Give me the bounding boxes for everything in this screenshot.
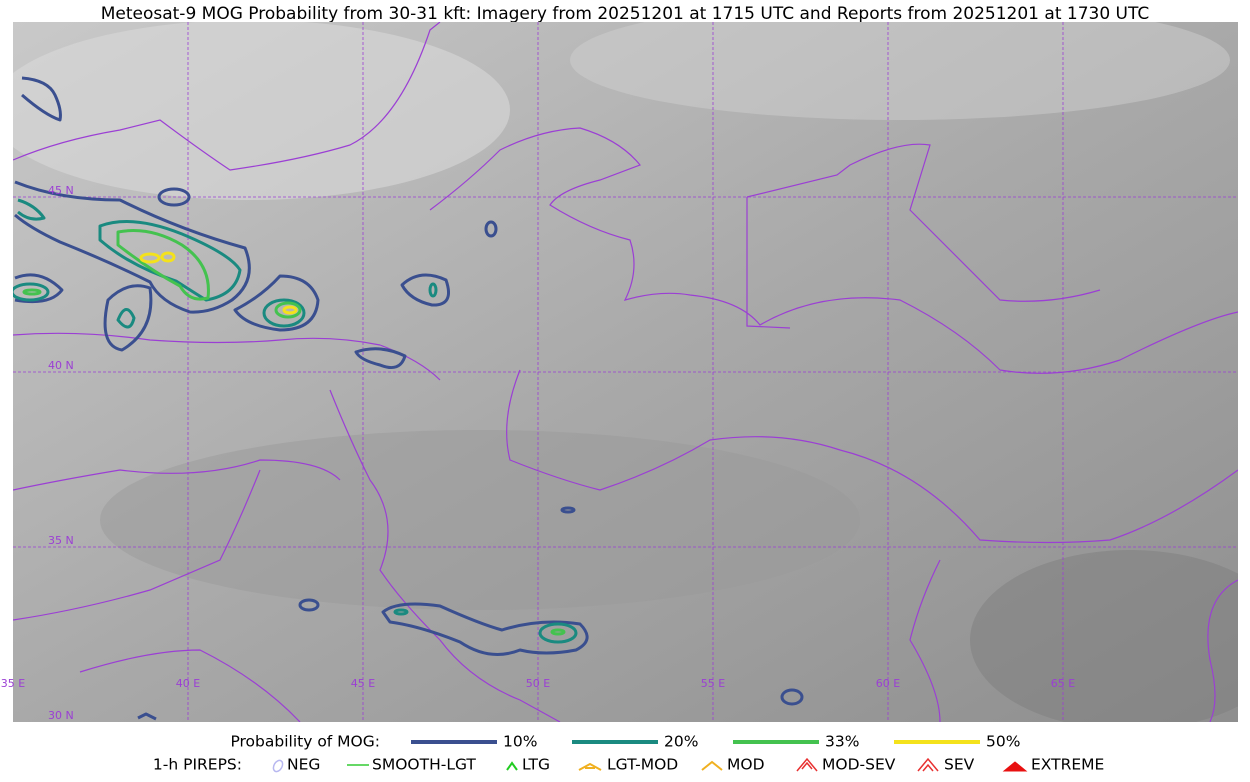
title: Meteosat-9 MOG Probability from 30-31 kf… <box>101 4 1150 24</box>
pirep-symbol <box>701 760 723 771</box>
graticule-labels: 45 N 40 N 35 N 30 N 35 E 40 E 45 E 50 E 55 E 60 E… <box>1 184 1075 722</box>
contour <box>14 180 251 314</box>
legend-label: MOD-SEV <box>822 756 896 774</box>
lon-label: 35 E <box>1 677 25 690</box>
contour <box>354 347 407 369</box>
lat-label: 40 N <box>48 359 74 372</box>
contour <box>116 308 136 329</box>
pirep-symbol <box>796 757 818 772</box>
cloud <box>970 550 1238 722</box>
contour <box>22 288 42 296</box>
contour <box>282 305 298 315</box>
lon-label: 55 E <box>701 677 725 690</box>
contour <box>21 76 62 122</box>
contour <box>393 608 409 616</box>
contour <box>484 220 498 238</box>
lon-label: 45 E <box>351 677 375 690</box>
contour <box>274 301 302 319</box>
contour <box>780 688 804 706</box>
contour <box>381 602 589 656</box>
legend-label: LGT-MOD <box>607 756 678 774</box>
contour <box>560 506 576 514</box>
legend-label: MOD <box>727 756 765 774</box>
legend-label: EXTREME <box>1031 756 1104 774</box>
contour <box>262 298 306 328</box>
pirep-symbol <box>1002 761 1028 772</box>
pirep-symbol <box>578 762 602 771</box>
contours <box>13 76 804 721</box>
legend-title: Probability of MOG: <box>230 733 380 751</box>
cloud <box>13 22 510 200</box>
cloud <box>570 22 1230 120</box>
lon-label: 40 E <box>176 677 200 690</box>
legend-label: LTG <box>522 756 550 774</box>
pirep-symbol <box>272 759 284 773</box>
contour <box>550 628 566 636</box>
cloud <box>100 430 860 610</box>
legend-label: SEV <box>944 756 975 774</box>
legend-title: 1-h PIREPS: <box>153 756 242 774</box>
contour <box>137 712 157 721</box>
contour <box>400 273 450 307</box>
legend-label: NEG <box>287 756 320 774</box>
lat-label: 35 N <box>48 534 74 547</box>
legend-label: SMOOTH-LGT <box>372 756 476 774</box>
contour <box>538 622 578 644</box>
legend-label: 10% <box>503 733 537 751</box>
pirep-symbol <box>506 761 518 771</box>
lon-label: 50 E <box>526 677 550 690</box>
legend: Probability of MOG: 10% 20% 33% 50% 1-h PIREP… <box>153 733 1104 774</box>
legend-label: 33% <box>825 733 859 751</box>
contour <box>13 282 50 302</box>
lon-label: 65 E <box>1051 677 1075 690</box>
contour <box>157 187 191 207</box>
lon-label: 60 E <box>876 677 900 690</box>
contour <box>298 598 320 612</box>
contour <box>98 220 242 302</box>
contour <box>116 229 210 301</box>
contour <box>160 251 176 263</box>
lat-label: 30 N <box>48 709 74 722</box>
legend-label: 20% <box>664 733 698 751</box>
contour <box>428 282 438 298</box>
legend-label: 50% <box>986 733 1020 751</box>
contour <box>139 252 161 264</box>
contour <box>233 274 320 332</box>
map <box>13 22 1238 722</box>
lat-label: 45 N <box>48 184 74 197</box>
contour <box>103 284 153 352</box>
pirep-symbol <box>917 757 939 772</box>
graticule <box>13 22 1238 722</box>
contour <box>14 273 64 304</box>
contour <box>17 198 46 221</box>
